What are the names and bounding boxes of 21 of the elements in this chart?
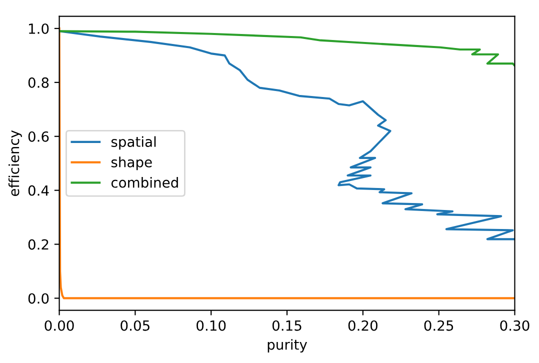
line-series	[59, 30, 515, 240]
y-tick-label: 1.0	[29, 23, 49, 34]
y-tick-label: 0.0	[28, 293, 49, 304]
x-tick-label: 0.15	[272, 320, 302, 331]
x-tick-label: 0.00	[44, 320, 74, 331]
legend-label: shape	[111, 156, 152, 170]
legend-label: combined	[111, 177, 178, 188]
x-tick-label: 0.20	[348, 320, 378, 331]
y-tick-label: 0.8	[28, 77, 49, 88]
y-axis-title: efficiency	[8, 130, 22, 196]
x-tick-label: 0.05	[120, 320, 150, 331]
x-tick-label: 0.25	[424, 320, 454, 331]
y-tick-label: 0.2	[28, 239, 48, 250]
y-tick-label: 0.6	[28, 131, 49, 142]
x-tick-label: 0.10	[196, 320, 226, 331]
x-tick-label: 0.30	[500, 320, 530, 331]
line-series	[59, 27, 515, 300]
x-axis-title: purity	[268, 339, 308, 353]
legend-label: spatial	[111, 136, 156, 150]
line-series	[59, 30, 515, 67]
y-tick-label: 0.4	[28, 185, 49, 196]
